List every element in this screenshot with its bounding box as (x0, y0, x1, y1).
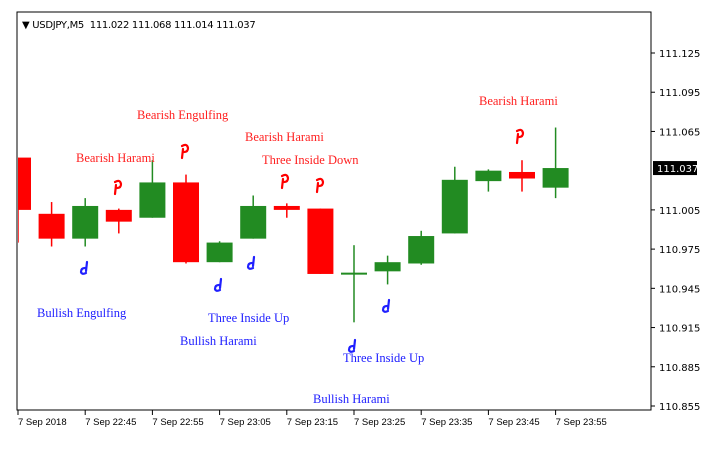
chart-header: ▼ USDJPY,M5 111.022 111.068 111.014 111.… (22, 20, 256, 31)
bearish-candle-body (173, 182, 199, 263)
ohlc-readout: 111.022 111.068 111.014 111.037 (89, 20, 256, 31)
bullish-candle-body (374, 262, 401, 272)
pattern-label: Three Inside Up (208, 311, 289, 325)
bullish-candle-body (206, 242, 233, 263)
hand-up-icon (79, 260, 89, 275)
hand-down-icon (180, 143, 190, 160)
hand-shape (280, 173, 290, 190)
hand-up-icon (246, 255, 256, 270)
y-tick-label: 110.855 (659, 402, 700, 413)
bullish-candle-body (475, 170, 502, 182)
x-tick-label: 7 Sep 23:25 (354, 417, 405, 428)
x-tick-label: 7 Sep 23:05 (220, 417, 271, 428)
current-price-label: 111.037 (657, 164, 698, 175)
bearish-candle-body (105, 209, 132, 222)
pattern-label: Bearish Harami (245, 130, 324, 144)
y-tick-label: 111.095 (659, 88, 700, 99)
hand-shape (113, 179, 123, 196)
hand-shape (515, 128, 525, 145)
bullish-candle-body (72, 205, 99, 239)
bullish-candle-body (240, 205, 267, 239)
x-tick-label: 7 Sep 2018 (18, 417, 67, 428)
hand-shape (79, 260, 89, 275)
y-tick-label: 111.065 (659, 127, 700, 138)
x-tick-label: 7 Sep 23:35 (421, 417, 472, 428)
y-tick-label: 111.125 (659, 49, 700, 60)
bearish-candle-body (18, 157, 31, 210)
hand-shape (180, 143, 190, 160)
bullish-candle-body (341, 272, 367, 275)
pattern-label: Three Inside Down (262, 153, 359, 167)
hand-shape (246, 255, 256, 270)
pattern-label: Bullish Engulfing (37, 306, 127, 320)
hand-up-icon (347, 338, 357, 353)
y-tick-label: 110.975 (659, 245, 700, 256)
hand-down-icon (315, 177, 325, 194)
y-tick-label: 110.885 (659, 363, 700, 374)
pattern-label: Bearish Engulfing (137, 108, 229, 122)
hand-down-icon (280, 173, 290, 190)
y-tick-label: 111.005 (659, 206, 700, 217)
pattern-label: Bearish Harami (76, 151, 155, 165)
bearish-candle-body (509, 171, 535, 179)
bearish-candle-body (38, 213, 65, 239)
symbol-label: USDJPY,M5 (32, 20, 84, 31)
pattern-label: Bullish Harami (180, 334, 257, 348)
y-tick-label: 110.945 (659, 284, 700, 295)
x-tick-label: 7 Sep 22:45 (85, 417, 136, 428)
candles-group (18, 127, 569, 323)
hand-down-icon (113, 179, 123, 196)
hand-shape (315, 177, 325, 194)
bearish-candle-body (307, 208, 334, 274)
hand-shape (213, 277, 223, 292)
pattern-label: Three Inside Up (343, 351, 424, 365)
y-tick-label: 110.915 (659, 324, 700, 335)
bullish-candle-body (542, 168, 569, 188)
bullish-candle-body (139, 182, 166, 218)
bearish-candle-body (273, 205, 300, 210)
x-tick-label: 7 Sep 23:45 (488, 417, 539, 428)
x-tick-label: 7 Sep 23:15 (287, 417, 338, 428)
hand-up-icon (381, 298, 391, 313)
current-price-badge (653, 161, 697, 176)
pattern-label: Bearish Harami (479, 94, 558, 108)
hand-up-icon (213, 277, 223, 292)
bullish-candle-body (408, 236, 435, 264)
x-tick-label: 7 Sep 23:55 (556, 417, 607, 428)
x-tick-label: 7 Sep 22:55 (152, 417, 203, 428)
hand-down-icon (515, 128, 525, 145)
hand-shape (347, 338, 357, 353)
pattern-label: Bullish Harami (313, 392, 390, 406)
plot-frame (16, 11, 652, 411)
hand-shape (381, 298, 391, 313)
collapse-triangle-icon[interactable]: ▼ (22, 20, 30, 31)
bullish-candle-body (441, 179, 468, 234)
